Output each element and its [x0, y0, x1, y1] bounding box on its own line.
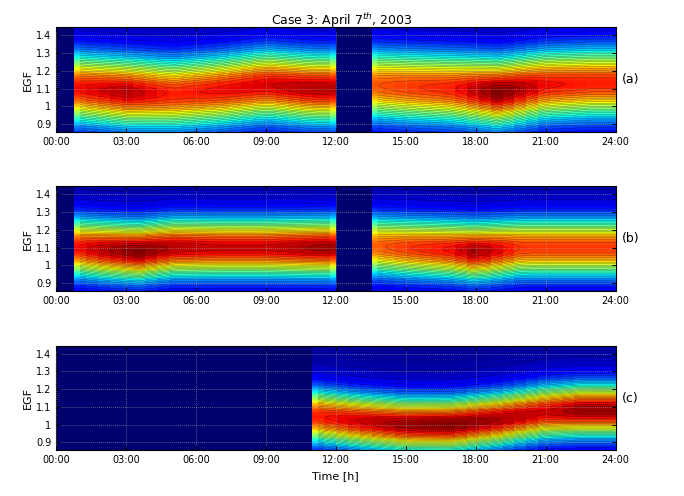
Y-axis label: EGF: EGF [23, 68, 33, 91]
Text: (a): (a) [622, 73, 640, 86]
Text: (c): (c) [622, 391, 639, 405]
Text: (b): (b) [622, 232, 640, 246]
Y-axis label: EGF: EGF [23, 228, 33, 250]
Y-axis label: EGF: EGF [23, 387, 33, 409]
Text: Case 3: April 7$^{th}$, 2003: Case 3: April 7$^{th}$, 2003 [272, 11, 412, 30]
X-axis label: Time [h]: Time [h] [313, 471, 359, 481]
